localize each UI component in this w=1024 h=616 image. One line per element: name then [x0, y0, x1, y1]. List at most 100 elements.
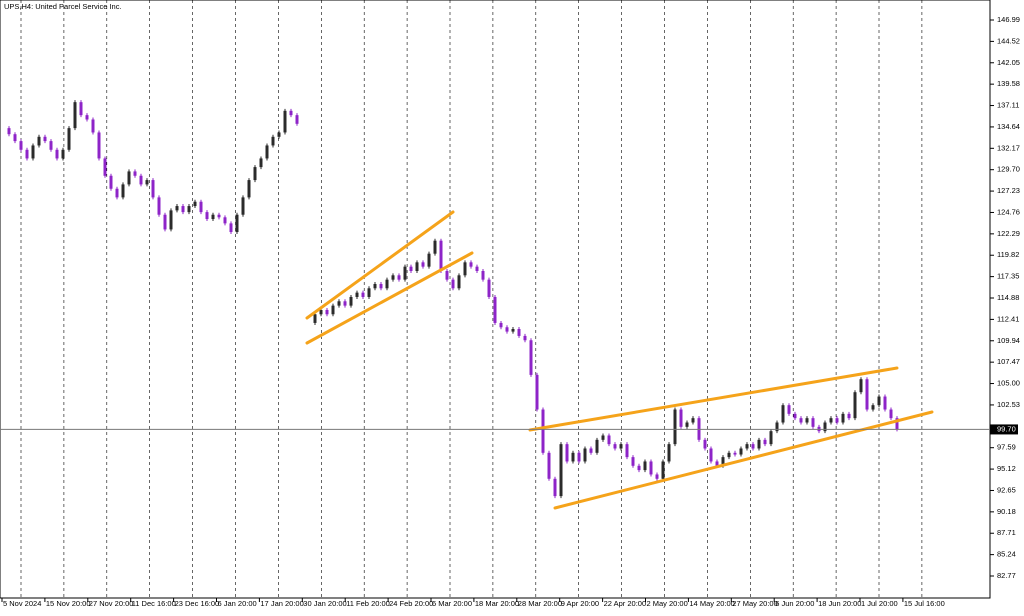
candle-body	[823, 422, 827, 432]
candle-body	[637, 465, 641, 471]
candle-body	[163, 214, 167, 230]
candle-body	[799, 418, 803, 423]
candle-body	[865, 379, 869, 410]
candle-body	[91, 119, 95, 133]
last-price-label: 99.70	[997, 424, 1016, 433]
candle-body	[109, 175, 113, 189]
y-tick-label: 144.52	[997, 36, 1020, 45]
candle-body	[373, 283, 377, 289]
candle-body	[571, 452, 575, 462]
x-tick-label: 15 Jul 16:00	[904, 599, 945, 608]
candle-body	[793, 413, 797, 419]
y-tick-label: 82.77	[997, 571, 1016, 580]
candle-body	[757, 439, 761, 449]
grid	[20, 0, 923, 598]
x-tick-label: 23 Dec 16:00	[175, 599, 220, 608]
candle-body	[499, 322, 503, 328]
x-tick-label: 9 Apr 20:00	[561, 599, 599, 608]
x-tick-label: 28 Mar 20:00	[518, 599, 562, 608]
candle-body	[241, 197, 245, 215]
candle-body	[505, 327, 509, 332]
y-tick-label: 127.23	[997, 186, 1020, 195]
candle-body	[211, 214, 215, 220]
candle-body	[703, 439, 707, 449]
candle-body	[355, 292, 359, 297]
candle-body	[325, 309, 329, 315]
candle-body	[181, 206, 185, 213]
candle-body	[187, 206, 191, 213]
candle-body	[115, 188, 119, 198]
candle-body	[625, 444, 629, 458]
y-tick-label: 112.41	[997, 314, 1019, 323]
candle-body	[781, 405, 785, 423]
y-tick-label: 129.70	[997, 165, 1020, 174]
x-tick-label: 11 Feb 20:00	[346, 599, 390, 608]
candle-body	[337, 301, 341, 306]
candle-body	[829, 418, 833, 423]
trendline	[528, 366, 899, 432]
candle-body	[775, 422, 779, 432]
x-tick-label: 27 Nov 20:00	[89, 599, 134, 608]
candle-body	[691, 418, 695, 423]
x-tick-label: 15 Nov 20:00	[46, 599, 91, 608]
candle-body	[151, 180, 155, 198]
x-tick-label: 17 Jan 20:00	[260, 599, 303, 608]
candle-body	[601, 435, 605, 440]
trendline	[305, 210, 455, 320]
candle-body	[343, 301, 347, 306]
candle-body	[577, 452, 581, 462]
y-tick-label: 132.17	[997, 143, 1020, 152]
candle-body	[361, 292, 365, 297]
x-tick-label: 18 Jun 20:00	[818, 599, 861, 608]
candle-body	[607, 435, 611, 445]
candle-body	[769, 431, 773, 445]
x-tick-label: 6 Jan 20:00	[218, 599, 257, 608]
candle-body	[841, 413, 845, 423]
y-tick-label: 97.59	[997, 443, 1016, 452]
candle-body	[97, 132, 101, 159]
candle-body	[559, 444, 563, 497]
candle-body	[481, 270, 485, 280]
candle-body	[475, 266, 479, 271]
candle-body	[145, 180, 149, 185]
candle-body	[271, 136, 275, 146]
candle-body	[517, 328, 521, 336]
candle-body	[883, 396, 887, 410]
candle-body	[643, 461, 647, 471]
candle-body	[331, 305, 335, 315]
candle-body	[193, 201, 197, 207]
candle-body	[469, 262, 473, 267]
y-tick-label: 114.88	[997, 293, 1019, 302]
candle-body	[877, 396, 881, 406]
y-tick-label: 105.00	[997, 379, 1020, 388]
candle-body	[745, 444, 749, 449]
trendline	[553, 410, 934, 510]
x-tick-label: 11 Dec 16:00	[132, 599, 176, 608]
candle-body	[127, 171, 131, 185]
candle-body	[253, 167, 257, 181]
candle-body	[433, 240, 437, 254]
candle-body	[463, 262, 467, 276]
x-tick-label: 27 May 20:00	[732, 599, 777, 608]
candle-body	[487, 279, 491, 297]
candle-body	[439, 240, 443, 271]
x-tick-label: 24 Feb 20:00	[389, 599, 433, 608]
candle-body	[37, 136, 41, 146]
candle-body	[229, 223, 233, 233]
candle-body	[457, 275, 461, 289]
candle-body	[13, 134, 17, 142]
candle-body	[349, 296, 353, 306]
candle-body	[157, 197, 161, 215]
candle-body	[811, 418, 815, 427]
y-tick-label: 90.18	[997, 507, 1016, 516]
candle-body	[223, 217, 227, 224]
candle-body	[283, 110, 287, 133]
candle-body	[685, 422, 689, 427]
candle-body	[25, 149, 29, 159]
candle-body	[673, 409, 677, 445]
candle-body	[709, 448, 713, 462]
x-tick-label: 18 Mar 20:00	[475, 599, 519, 608]
y-tick-label: 122.29	[997, 229, 1020, 238]
